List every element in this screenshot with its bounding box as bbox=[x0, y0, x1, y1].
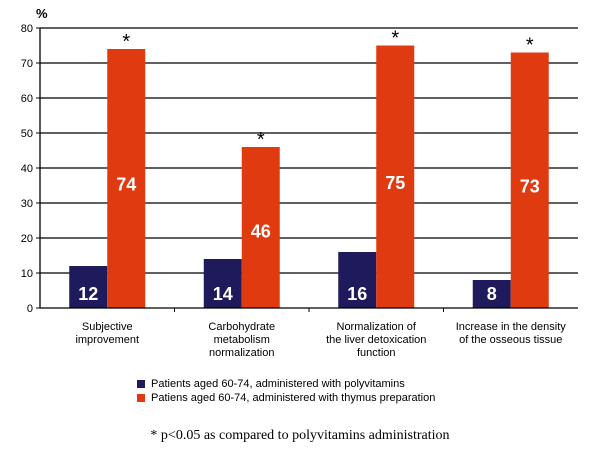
bars: 12 74 * 14 46 * 16 75 * 8 73 * bbox=[69, 28, 549, 308]
bar-series-0-cat-3 bbox=[472, 280, 511, 308]
x-category-label: Increase in the density of the osseous ti… bbox=[456, 321, 567, 346]
y-tick-label: 60 bbox=[21, 93, 33, 105]
significance-marker: * bbox=[257, 129, 265, 151]
legend-label-thymus: Patiens aged 60-74, administered with th… bbox=[151, 392, 436, 404]
x-axis-categories: Subjective improvement Carbohydrate metabol… bbox=[75, 321, 566, 359]
data-label: 46 bbox=[251, 222, 271, 242]
y-tick-label: 50 bbox=[21, 128, 33, 140]
axes bbox=[39, 28, 578, 312]
data-label: 12 bbox=[78, 284, 98, 304]
gridlines bbox=[40, 27, 578, 274]
footnote: * p<0.05 as compared to polyvitamins adm… bbox=[150, 428, 450, 443]
y-tick-label: 10 bbox=[21, 268, 33, 280]
data-label: 14 bbox=[213, 284, 233, 304]
significance-marker: * bbox=[391, 28, 399, 50]
x-category-label: Normalization of the liver detoxication fu… bbox=[326, 321, 426, 359]
bar-series-1-cat-3 bbox=[510, 52, 549, 308]
legend-label-polyvitamins: Patients aged 60-74, administered with p… bbox=[151, 378, 405, 390]
legend-swatch-polyvitamins bbox=[137, 380, 145, 388]
bar-series-0-cat-2 bbox=[338, 252, 377, 308]
data-label: 73 bbox=[520, 176, 540, 196]
bar-series-0-cat-1 bbox=[203, 259, 242, 308]
y-tick-label: 70 bbox=[21, 58, 33, 70]
bar-series-1-cat-1 bbox=[241, 147, 280, 308]
legend: Patients aged 60-74, administered with p… bbox=[137, 377, 435, 405]
bar-series-0-cat-0 bbox=[69, 266, 108, 308]
bar-series-1-cat-0 bbox=[107, 49, 146, 308]
y-tick-label: 40 bbox=[21, 163, 33, 175]
y-axis-ticks: 0 10 20 30 40 50 60 70 80 bbox=[21, 23, 40, 315]
data-label: 74 bbox=[116, 175, 136, 195]
y-tick-label: 80 bbox=[21, 23, 33, 35]
legend-swatch-thymus bbox=[137, 394, 145, 402]
y-tick-label: 30 bbox=[21, 198, 33, 210]
data-label: 8 bbox=[487, 284, 497, 304]
significance-marker: * bbox=[526, 35, 534, 57]
legend-entry-polyvitamins: Patients aged 60-74, administered with p… bbox=[137, 377, 435, 391]
x-category-label: Carbohydrate metabolism normalization bbox=[208, 321, 275, 359]
y-tick-label: 20 bbox=[21, 233, 33, 245]
data-label: 75 bbox=[385, 173, 405, 193]
x-category-label: Subjective improvement bbox=[75, 321, 139, 346]
data-label: 16 bbox=[347, 284, 367, 304]
legend-entry-thymus: Patiens aged 60-74, administered with th… bbox=[137, 391, 435, 405]
significance-marker: * bbox=[122, 31, 130, 53]
y-tick-label: 0 bbox=[27, 303, 33, 315]
bar-series-1-cat-2 bbox=[376, 45, 415, 308]
y-axis-unit-label: % bbox=[36, 6, 48, 21]
